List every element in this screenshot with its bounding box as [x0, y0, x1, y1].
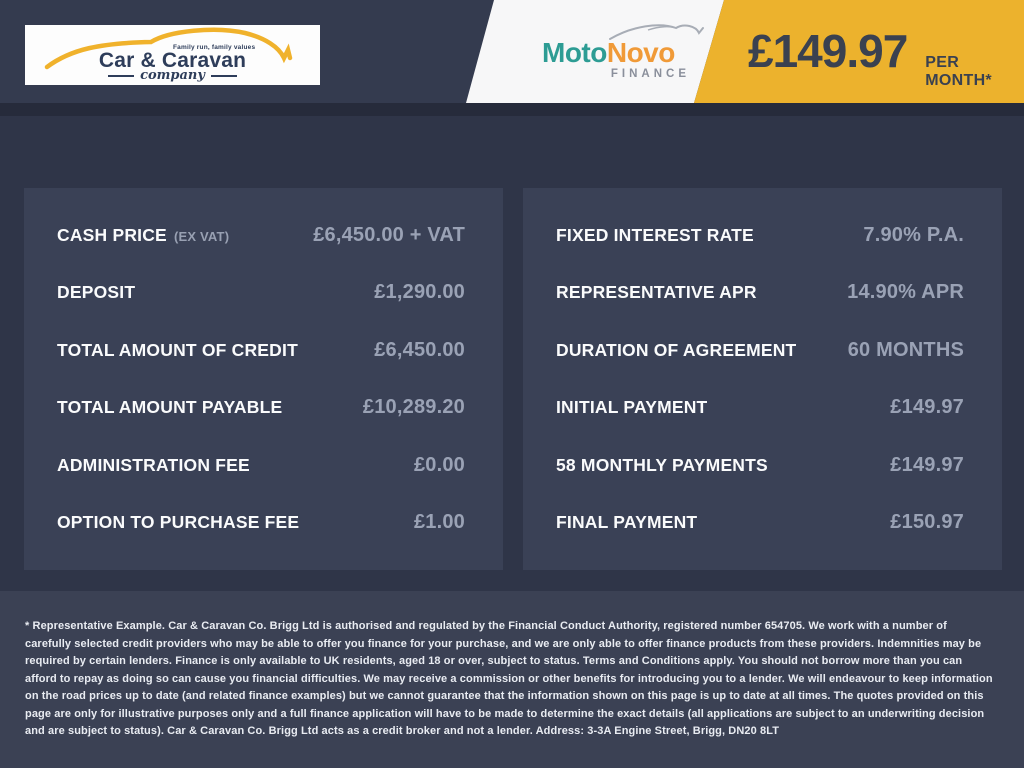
row-total-payable: TOTAL AMOUNT PAYABLE £10,289.20 [57, 396, 465, 419]
row-value: £150.97 [890, 510, 964, 533]
finance-panels: CASH PRICE (EX VAT) £6,450.00 + VAT DEPOS… [24, 188, 1003, 570]
row-monthly-payments: 58 MONTHLY PAYMENTS £149.97 [556, 454, 964, 477]
dealer-name: Car & Caravan [98, 49, 247, 72]
row-label: TOTAL AMOUNT PAYABLE [57, 397, 283, 418]
price-period: PER MONTH* [925, 54, 992, 89]
row-total-credit: TOTAL AMOUNT OF CREDIT £6,450.00 [57, 339, 465, 362]
row-label: DEPOSIT [57, 282, 136, 303]
row-duration: DURATION OF AGREEMENT 60 MONTHS [556, 339, 964, 362]
row-admin-fee: ADMINISTRATION FEE £0.00 [57, 454, 465, 477]
row-value: £1,290.00 [374, 281, 465, 304]
monthly-price: £149.97 PER MONTH* [748, 0, 1024, 103]
row-value: 14.90% APR [847, 281, 964, 304]
row-cash-price: CASH PRICE (EX VAT) £6,450.00 + VAT [57, 224, 465, 247]
row-label: TOTAL AMOUNT OF CREDIT [57, 339, 298, 360]
row-final-payment: FINAL PAYMENT £150.97 [556, 511, 964, 534]
row-value: 7.90% P.A. [863, 224, 964, 246]
row-label: DURATION OF AGREEMENT [556, 339, 797, 360]
disclaimer-section: * Representative Example. Car & Caravan … [0, 591, 1024, 768]
row-value: £6,450.00 + VAT [313, 224, 465, 246]
row-value: £149.97 [890, 396, 964, 419]
row-label-suffix: (EX VAT) [173, 229, 230, 244]
row-label: OPTION TO PURCHASE FEE [57, 511, 300, 532]
car-outline-icon [44, 27, 293, 70]
disclaimer-text: * Representative Example. Car & Caravan … [25, 620, 993, 737]
row-apr: REPRESENTATIVE APR 14.90% APR [556, 281, 964, 304]
row-label: 58 MONTHLY PAYMENTS [556, 454, 768, 475]
row-label: REPRESENTATIVE APR [556, 282, 757, 303]
row-deposit: DEPOSIT £1,290.00 [57, 281, 465, 304]
row-value: 60 MONTHS [847, 338, 964, 361]
row-label: ADMINISTRATION FEE [57, 454, 250, 475]
row-value: £6,450.00 [374, 338, 465, 361]
row-label: FINAL PAYMENT [556, 511, 698, 532]
dash-left [108, 74, 135, 77]
header-banner: Family run, family values Car & Caravan … [0, 0, 1024, 103]
row-value: £149.97 [890, 453, 964, 476]
price-banner [694, 0, 1024, 103]
finance-example-section: HP REPRESENTATIVE EXAMPLE CASH PRICE(EX … [0, 116, 1024, 591]
lender-wordmark: MotoNovo [542, 37, 675, 68]
terms-panel: FIXED INTEREST RATE 7.90% P.A. REPRESENT… [523, 188, 1002, 570]
dealer-sub-name: company [25, 68, 320, 83]
row-interest-rate: FIXED INTEREST RATE 7.90% P.A. [556, 224, 964, 247]
cost-panel: CASH PRICE (EX VAT) £6,450.00 + VAT DEPOS… [24, 188, 503, 570]
row-value: £1.00 [413, 510, 465, 533]
row-label: FIXED INTEREST RATE [556, 225, 754, 245]
row-value: £10,289.20 [362, 396, 465, 419]
lender-logo-panel [466, 0, 724, 103]
dealer-tagline: Family run, family values [173, 44, 256, 51]
row-value: £0.00 [413, 453, 465, 476]
car-sketch-icon [609, 24, 704, 40]
row-label: INITIAL PAYMENT [556, 397, 708, 418]
dash-right [210, 74, 237, 77]
header-divider [0, 103, 1024, 116]
row-initial-payment: INITIAL PAYMENT £149.97 [556, 396, 964, 419]
lender-sub-label: FINANCE [610, 68, 690, 80]
dealer-logo: Family run, family values Car & Caravan … [25, 25, 320, 85]
row-label: CASH PRICE (EX VAT) [57, 225, 230, 245]
price-amount: £149.97 [748, 25, 908, 77]
row-purchase-fee: OPTION TO PURCHASE FEE £1.00 [57, 511, 465, 534]
lender-logo: MotoNovo FINANCE [542, 24, 704, 82]
